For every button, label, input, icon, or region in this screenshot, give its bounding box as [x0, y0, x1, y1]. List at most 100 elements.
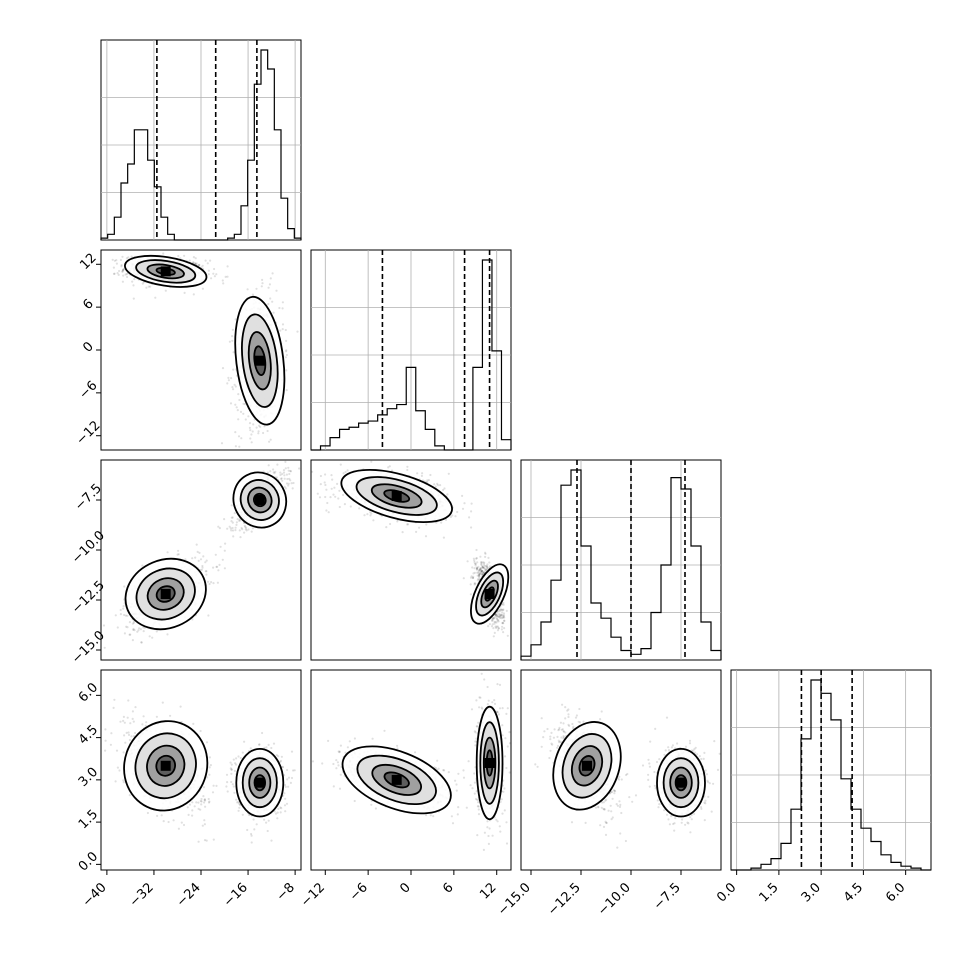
scatter-point — [103, 646, 106, 649]
scatter-point — [478, 573, 481, 577]
density-peak — [254, 355, 265, 366]
scatter-point — [324, 473, 327, 476]
scatter-point — [427, 479, 430, 482]
scatter-point — [416, 472, 419, 475]
scatter-point — [232, 388, 235, 391]
scatter-point — [501, 616, 504, 619]
scatter-point — [342, 472, 345, 475]
scatter-point — [491, 617, 494, 620]
scatter-point — [192, 261, 195, 264]
scatter-point — [481, 566, 484, 569]
scatter-point — [142, 630, 145, 633]
scatter-point — [122, 751, 125, 754]
scatter-point — [285, 473, 288, 476]
histogram-panel — [520, 459, 722, 661]
scatter-point — [330, 487, 333, 490]
scatter-point — [233, 511, 236, 515]
scatter-point — [491, 618, 494, 622]
scatter-point — [115, 262, 118, 265]
scatter-point — [343, 503, 346, 506]
histogram-panel — [100, 39, 302, 241]
scatter-point — [123, 734, 126, 737]
scatter-point — [121, 270, 124, 273]
scatter-panel — [100, 459, 302, 661]
scatter-point — [239, 536, 242, 539]
scatter-point — [231, 521, 234, 524]
scatter-point — [244, 528, 247, 531]
scatter-point — [195, 801, 198, 804]
scatter-point — [211, 791, 215, 794]
scatter-point — [122, 779, 125, 782]
scatter-point — [406, 523, 409, 526]
scatter-point — [128, 794, 131, 797]
scatter-point — [339, 463, 342, 466]
scatter-point — [112, 272, 116, 275]
scatter-point — [486, 567, 489, 570]
scatter-point — [123, 632, 126, 635]
scatter-point — [500, 608, 503, 611]
scatter-point — [242, 402, 245, 405]
scatter-point — [477, 574, 480, 577]
scatter-point — [263, 425, 266, 428]
scatter-point — [122, 268, 126, 271]
scatter-point — [243, 403, 247, 406]
scatter-point — [500, 617, 503, 620]
scatter-point — [112, 266, 115, 269]
scatter-point — [184, 558, 187, 561]
scatter-point — [292, 481, 295, 485]
scatter-point — [222, 282, 225, 285]
scatter-point — [319, 474, 322, 478]
scatter-point — [484, 555, 487, 559]
scatter-point — [134, 706, 137, 709]
scatter-point — [281, 472, 284, 476]
scatter-point — [177, 553, 180, 556]
scatter-point — [201, 264, 204, 267]
density-peak — [160, 266, 171, 277]
scatter-point — [323, 481, 326, 484]
scatter-point — [238, 398, 241, 402]
scatter-point — [480, 562, 483, 565]
scatter-point — [478, 572, 481, 575]
scatter-point — [272, 468, 275, 471]
scatter-point — [162, 820, 165, 823]
scatter-point — [236, 409, 239, 412]
scatter-point — [125, 731, 128, 735]
scatter-point — [331, 478, 334, 481]
scatter-point — [237, 418, 240, 421]
scatter-point — [195, 543, 198, 546]
scatter-point — [388, 465, 391, 468]
scatter-point — [235, 523, 238, 527]
scatter-point — [483, 566, 486, 569]
scatter-point — [193, 805, 196, 808]
scatter-point — [444, 518, 448, 522]
scatter-point — [234, 403, 237, 406]
scatter-point — [480, 561, 483, 564]
scatter-point — [372, 519, 375, 522]
scatter-point — [113, 259, 116, 262]
scatter-point — [494, 613, 497, 617]
scatter-point — [325, 509, 328, 512]
scatter-point — [234, 529, 237, 532]
scatter-point — [237, 393, 240, 396]
scatter-point — [500, 613, 503, 617]
scatter-point — [201, 564, 204, 568]
scatter-point — [203, 801, 206, 804]
scatter-point — [261, 282, 264, 285]
scatter-point — [344, 470, 347, 474]
scatter-point — [291, 487, 294, 490]
scatter-point — [217, 569, 220, 572]
scatter-point — [267, 286, 270, 289]
scatter-point — [288, 477, 291, 480]
scatter-point — [406, 468, 409, 472]
scatter-point — [283, 474, 286, 477]
scatter-point — [121, 255, 124, 258]
scatter-point — [198, 263, 201, 266]
scatter-point — [120, 265, 123, 268]
scatter-point — [473, 582, 476, 585]
scatter-point — [338, 489, 341, 492]
scatter-point — [415, 530, 418, 534]
scatter-point — [122, 274, 125, 277]
scatter-point — [216, 565, 219, 568]
scatter-point — [486, 563, 489, 566]
scatter-point — [237, 435, 241, 438]
